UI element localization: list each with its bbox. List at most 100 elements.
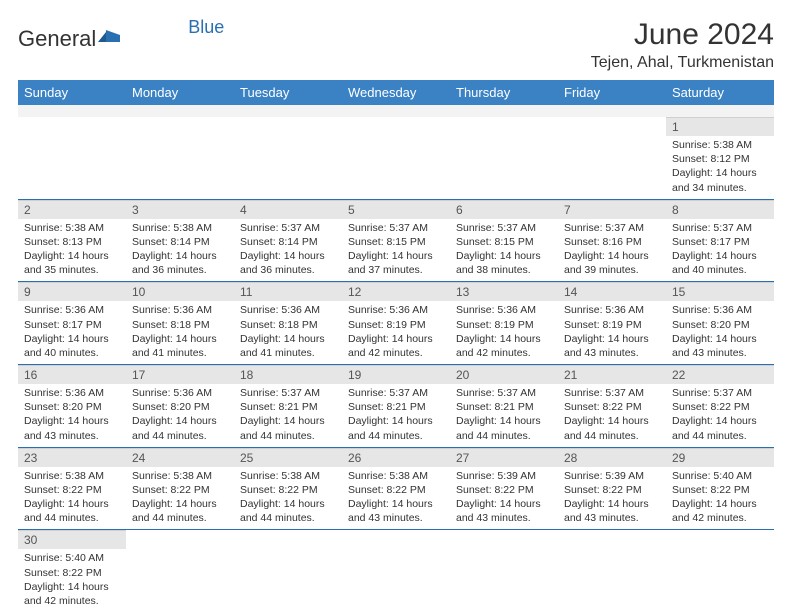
day-cell: 27Sunrise: 5:39 AMSunset: 8:22 PMDayligh… <box>450 447 558 530</box>
day-details: Sunrise: 5:38 AMSunset: 8:12 PMDaylight:… <box>666 136 774 199</box>
flag-icon <box>98 26 126 52</box>
day-cell: 22Sunrise: 5:37 AMSunset: 8:22 PMDayligh… <box>666 365 774 448</box>
day-cell: 3Sunrise: 5:38 AMSunset: 8:14 PMDaylight… <box>126 199 234 282</box>
week-row: 9Sunrise: 5:36 AMSunset: 8:17 PMDaylight… <box>18 282 774 365</box>
header: General Blue June 2024 Tejen, Ahal, Turk… <box>18 18 774 72</box>
day-number: 20 <box>450 365 558 384</box>
day-cell: 13Sunrise: 5:36 AMSunset: 8:19 PMDayligh… <box>450 282 558 365</box>
day-cell: 24Sunrise: 5:38 AMSunset: 8:22 PMDayligh… <box>126 447 234 530</box>
day-cell: 16Sunrise: 5:36 AMSunset: 8:20 PMDayligh… <box>18 365 126 448</box>
day-number: 8 <box>666 200 774 219</box>
day-details: Sunrise: 5:37 AMSunset: 8:21 PMDaylight:… <box>342 384 450 447</box>
day-details: Sunrise: 5:36 AMSunset: 8:18 PMDaylight:… <box>126 301 234 364</box>
day-cell: 4Sunrise: 5:37 AMSunset: 8:14 PMDaylight… <box>234 199 342 282</box>
day-cell: 5Sunrise: 5:37 AMSunset: 8:15 PMDaylight… <box>342 199 450 282</box>
day-details: Sunrise: 5:39 AMSunset: 8:22 PMDaylight:… <box>558 467 666 530</box>
day-cell: 6Sunrise: 5:37 AMSunset: 8:15 PMDaylight… <box>450 199 558 282</box>
day-cell: 7Sunrise: 5:37 AMSunset: 8:16 PMDaylight… <box>558 199 666 282</box>
day-cell: .. <box>126 530 234 612</box>
day-cell: .. <box>126 117 234 199</box>
day-number: 16 <box>18 365 126 384</box>
day-number: 14 <box>558 282 666 301</box>
day-details: Sunrise: 5:38 AMSunset: 8:22 PMDaylight:… <box>342 467 450 530</box>
weekday-header-row: SundayMondayTuesdayWednesdayThursdayFrid… <box>18 80 774 105</box>
day-number: 4 <box>234 200 342 219</box>
day-cell: 2Sunrise: 5:38 AMSunset: 8:13 PMDaylight… <box>18 199 126 282</box>
day-details: Sunrise: 5:40 AMSunset: 8:22 PMDaylight:… <box>18 549 126 612</box>
day-details: Sunrise: 5:36 AMSunset: 8:19 PMDaylight:… <box>342 301 450 364</box>
day-number: 11 <box>234 282 342 301</box>
day-cell: 25Sunrise: 5:38 AMSunset: 8:22 PMDayligh… <box>234 447 342 530</box>
day-details: Sunrise: 5:37 AMSunset: 8:16 PMDaylight:… <box>558 219 666 282</box>
week-row: 16Sunrise: 5:36 AMSunset: 8:20 PMDayligh… <box>18 365 774 448</box>
day-cell: .. <box>666 530 774 612</box>
day-cell: .. <box>18 117 126 199</box>
day-number: 25 <box>234 448 342 467</box>
day-number: 28 <box>558 448 666 467</box>
calendar-body: ............1Sunrise: 5:38 AMSunset: 8:1… <box>18 105 774 612</box>
day-cell: 18Sunrise: 5:37 AMSunset: 8:21 PMDayligh… <box>234 365 342 448</box>
day-cell: 29Sunrise: 5:40 AMSunset: 8:22 PMDayligh… <box>666 447 774 530</box>
day-number: 9 <box>18 282 126 301</box>
day-details: Sunrise: 5:38 AMSunset: 8:22 PMDaylight:… <box>234 467 342 530</box>
day-details: Sunrise: 5:37 AMSunset: 8:14 PMDaylight:… <box>234 219 342 282</box>
day-details: Sunrise: 5:40 AMSunset: 8:22 PMDaylight:… <box>666 467 774 530</box>
day-details: Sunrise: 5:37 AMSunset: 8:17 PMDaylight:… <box>666 219 774 282</box>
day-details: Sunrise: 5:36 AMSunset: 8:20 PMDaylight:… <box>666 301 774 364</box>
weekday-monday: Monday <box>126 80 234 105</box>
day-cell: 23Sunrise: 5:38 AMSunset: 8:22 PMDayligh… <box>18 447 126 530</box>
day-cell: 1Sunrise: 5:38 AMSunset: 8:12 PMDaylight… <box>666 117 774 199</box>
calendar-table: SundayMondayTuesdayWednesdayThursdayFrid… <box>18 80 774 612</box>
logo: General Blue <box>18 18 224 52</box>
day-number: 21 <box>558 365 666 384</box>
day-number: 6 <box>450 200 558 219</box>
day-details: Sunrise: 5:36 AMSunset: 8:19 PMDaylight:… <box>558 301 666 364</box>
day-number: 13 <box>450 282 558 301</box>
day-number: 3 <box>126 200 234 219</box>
day-cell: 11Sunrise: 5:36 AMSunset: 8:18 PMDayligh… <box>234 282 342 365</box>
day-number: 29 <box>666 448 774 467</box>
logo-text-general: General <box>18 26 96 52</box>
day-details: Sunrise: 5:38 AMSunset: 8:14 PMDaylight:… <box>126 219 234 282</box>
day-cell: .. <box>342 117 450 199</box>
week-row: 30Sunrise: 5:40 AMSunset: 8:22 PMDayligh… <box>18 530 774 612</box>
day-cell: 9Sunrise: 5:36 AMSunset: 8:17 PMDaylight… <box>18 282 126 365</box>
day-details: Sunrise: 5:38 AMSunset: 8:22 PMDaylight:… <box>18 467 126 530</box>
day-details: Sunrise: 5:37 AMSunset: 8:21 PMDaylight:… <box>234 384 342 447</box>
day-number: 19 <box>342 365 450 384</box>
day-cell: 20Sunrise: 5:37 AMSunset: 8:21 PMDayligh… <box>450 365 558 448</box>
logo-text-blue: Blue <box>188 17 224 38</box>
day-cell: .. <box>234 530 342 612</box>
day-details: Sunrise: 5:36 AMSunset: 8:20 PMDaylight:… <box>18 384 126 447</box>
day-details: Sunrise: 5:39 AMSunset: 8:22 PMDaylight:… <box>450 467 558 530</box>
week-row: 23Sunrise: 5:38 AMSunset: 8:22 PMDayligh… <box>18 447 774 530</box>
day-cell: 17Sunrise: 5:36 AMSunset: 8:20 PMDayligh… <box>126 365 234 448</box>
day-number: 27 <box>450 448 558 467</box>
day-cell: 10Sunrise: 5:36 AMSunset: 8:18 PMDayligh… <box>126 282 234 365</box>
day-details: Sunrise: 5:37 AMSunset: 8:22 PMDaylight:… <box>558 384 666 447</box>
day-cell: .. <box>234 117 342 199</box>
day-cell: 21Sunrise: 5:37 AMSunset: 8:22 PMDayligh… <box>558 365 666 448</box>
day-number: 5 <box>342 200 450 219</box>
day-cell: .. <box>558 117 666 199</box>
day-cell: .. <box>342 530 450 612</box>
weekday-thursday: Thursday <box>450 80 558 105</box>
day-details: Sunrise: 5:36 AMSunset: 8:19 PMDaylight:… <box>450 301 558 364</box>
day-details: Sunrise: 5:36 AMSunset: 8:17 PMDaylight:… <box>18 301 126 364</box>
day-number: 1 <box>666 117 774 136</box>
day-details: Sunrise: 5:38 AMSunset: 8:22 PMDaylight:… <box>126 467 234 530</box>
day-number: 10 <box>126 282 234 301</box>
day-details: Sunrise: 5:36 AMSunset: 8:18 PMDaylight:… <box>234 301 342 364</box>
day-details: Sunrise: 5:37 AMSunset: 8:15 PMDaylight:… <box>342 219 450 282</box>
weekday-tuesday: Tuesday <box>234 80 342 105</box>
day-cell: 28Sunrise: 5:39 AMSunset: 8:22 PMDayligh… <box>558 447 666 530</box>
day-details: Sunrise: 5:38 AMSunset: 8:13 PMDaylight:… <box>18 219 126 282</box>
day-cell: .. <box>450 530 558 612</box>
day-number: 17 <box>126 365 234 384</box>
day-cell: 12Sunrise: 5:36 AMSunset: 8:19 PMDayligh… <box>342 282 450 365</box>
day-cell: 30Sunrise: 5:40 AMSunset: 8:22 PMDayligh… <box>18 530 126 612</box>
day-number: 24 <box>126 448 234 467</box>
day-cell: 15Sunrise: 5:36 AMSunset: 8:20 PMDayligh… <box>666 282 774 365</box>
day-number: 26 <box>342 448 450 467</box>
day-details: Sunrise: 5:36 AMSunset: 8:20 PMDaylight:… <box>126 384 234 447</box>
